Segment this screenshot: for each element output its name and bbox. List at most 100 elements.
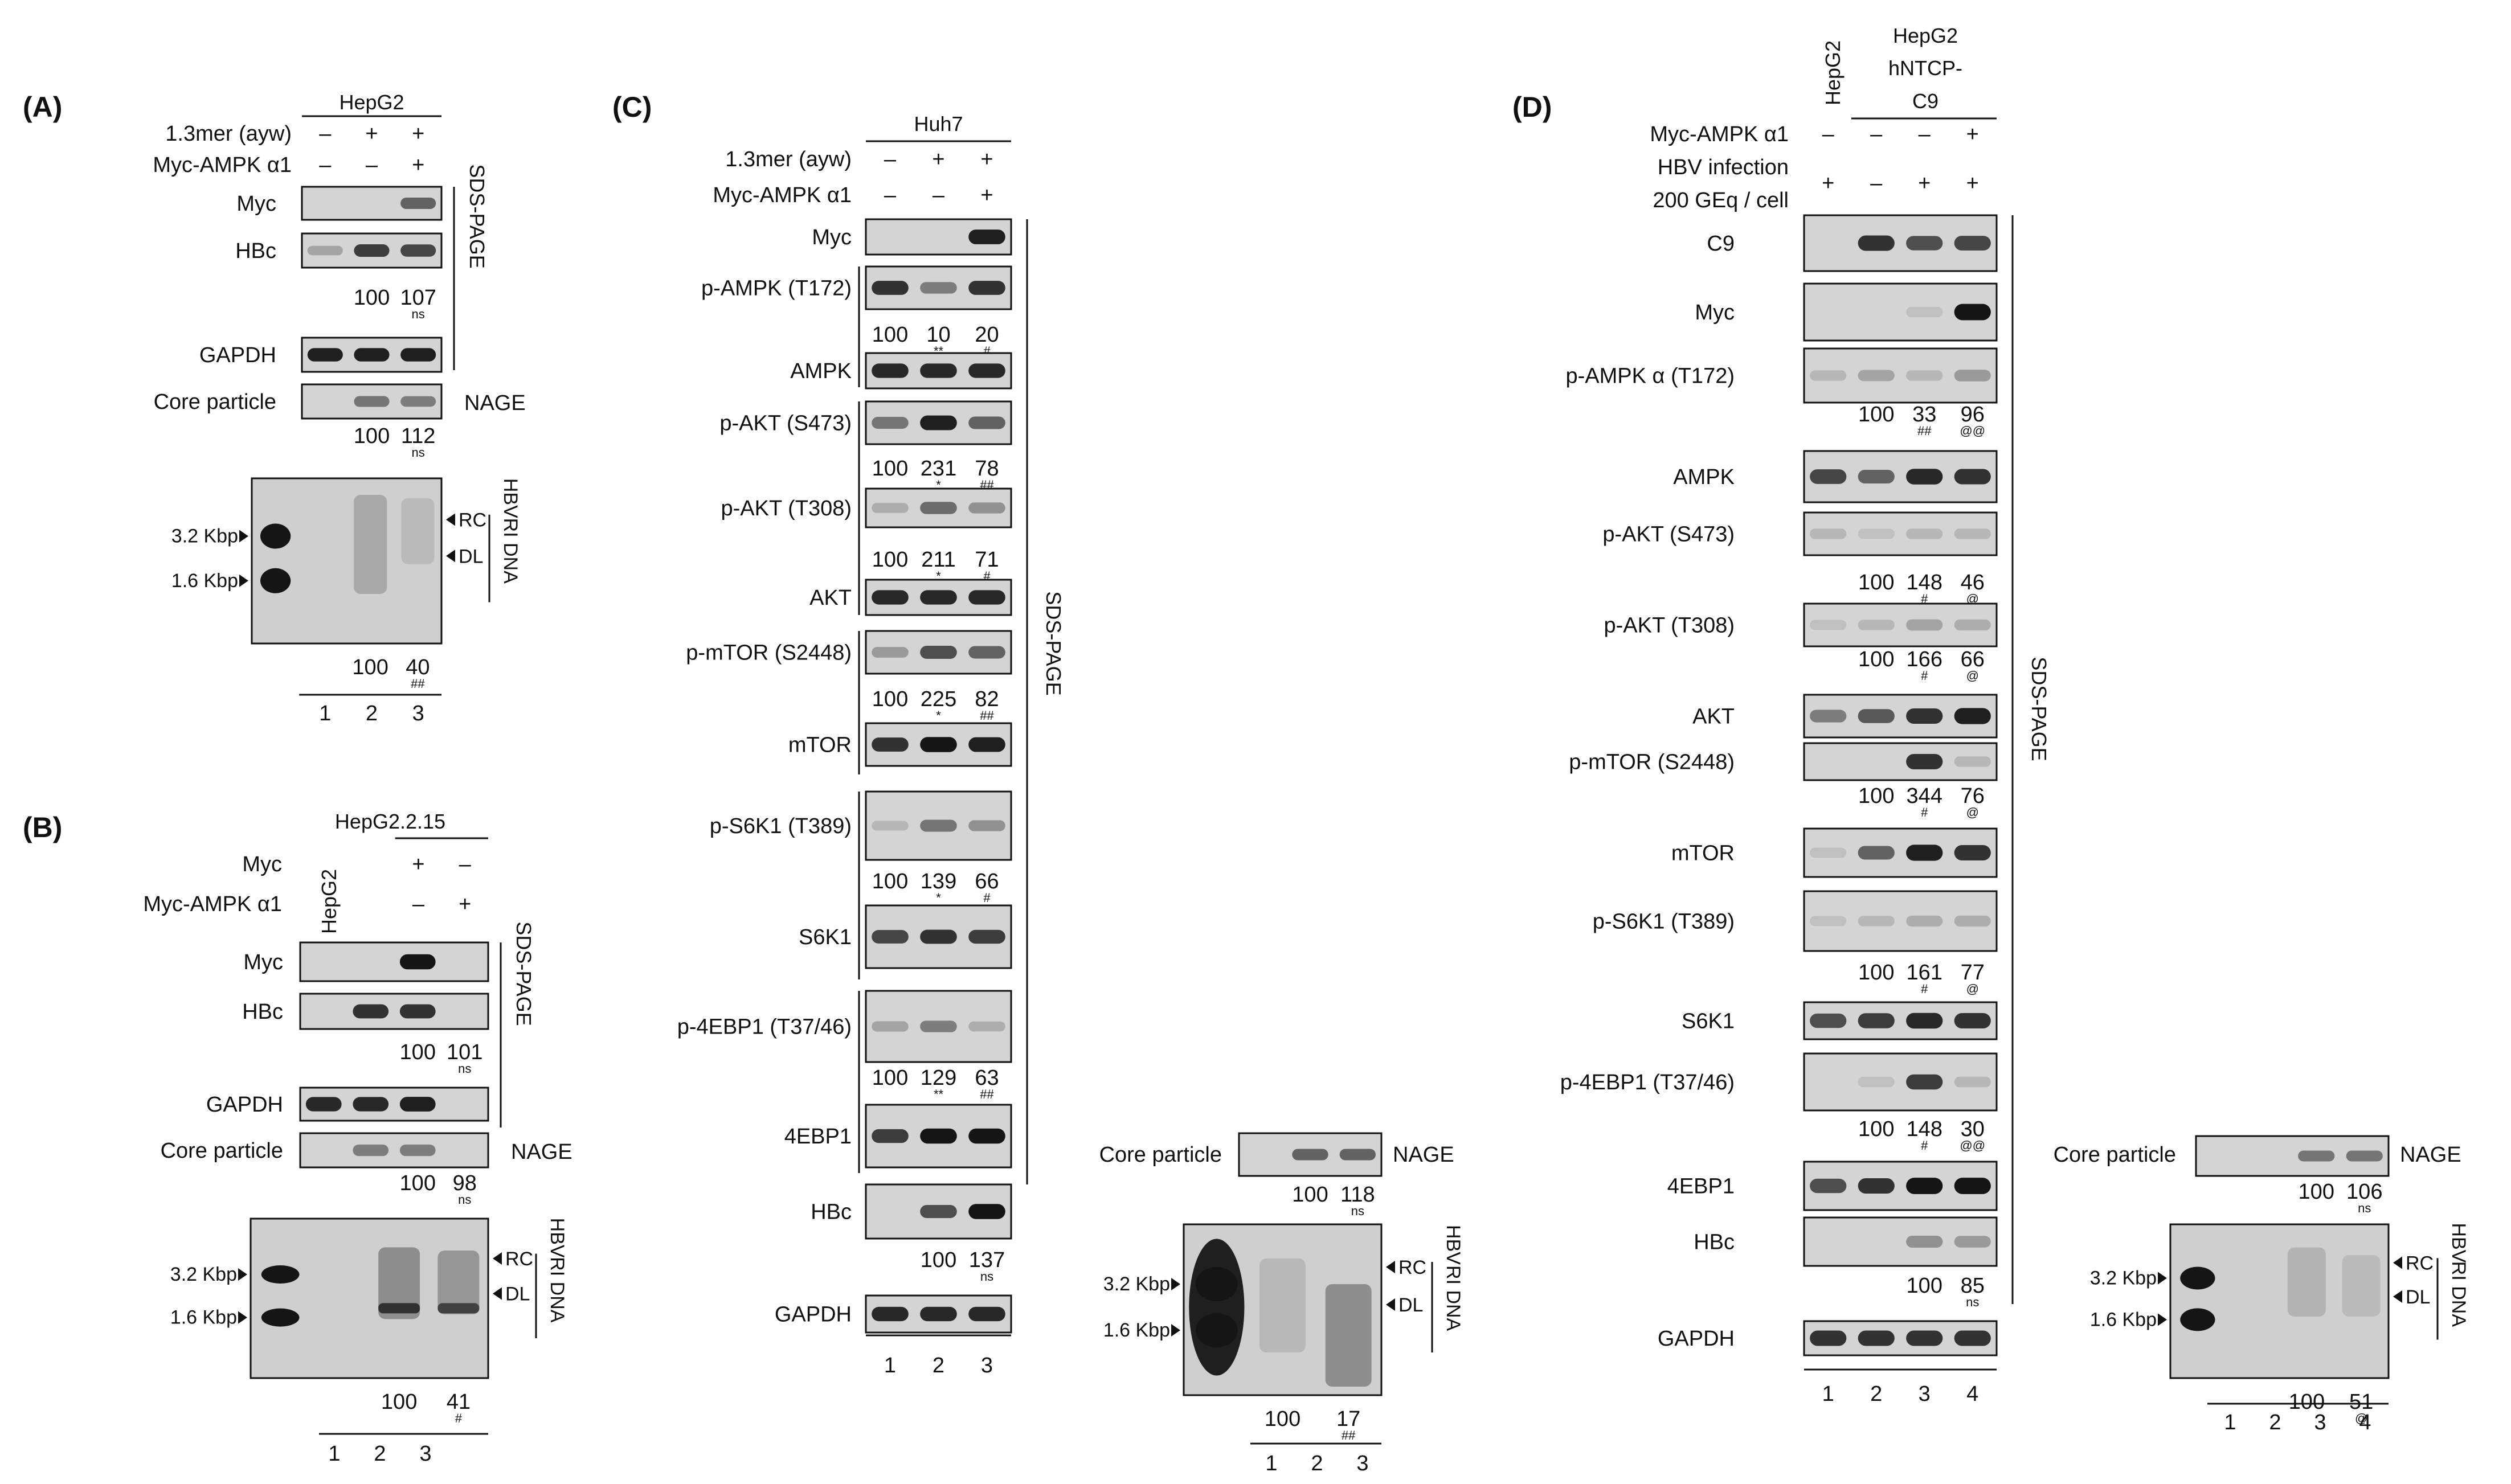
- blot-band: [354, 348, 390, 362]
- significance-mark: ns: [458, 1061, 471, 1076]
- panel-letter-a: (A): [23, 91, 62, 123]
- blot-label: Myc: [1695, 301, 1735, 325]
- hbv-label: HBV: [546, 1218, 568, 1258]
- quant-value: 100: [2299, 1180, 2334, 1204]
- hbv-label: HBV: [500, 478, 521, 518]
- blot-band: [920, 645, 957, 659]
- blot-label: p-S6K1 (T389): [710, 814, 852, 838]
- dna-smear: [353, 495, 387, 594]
- core-particle-label: Core particle: [1099, 1143, 1222, 1167]
- blot-band: [1858, 1013, 1895, 1028]
- rc-label: RC: [1398, 1257, 1426, 1278]
- lane-number: 2: [366, 702, 378, 725]
- quant-value: 100: [2289, 1390, 2325, 1414]
- quant-value: 76: [1961, 784, 1985, 808]
- lane-number: 1: [884, 1354, 896, 1378]
- quant-value: 161: [1907, 961, 1942, 985]
- blot-band: [968, 229, 1005, 244]
- blot-band: [968, 1306, 1005, 1322]
- blot-band: [400, 198, 436, 209]
- dna-band: [378, 1303, 420, 1314]
- blot-label: p-S6K1 (T389): [1593, 910, 1735, 934]
- blot-band: [400, 396, 436, 407]
- blot-band: [1858, 470, 1895, 483]
- blot-band: [1954, 1076, 1991, 1088]
- quant-value: 231: [921, 457, 956, 481]
- blot-band: [968, 281, 1005, 295]
- lane-number: 2: [1870, 1382, 1882, 1406]
- panel-letter-b: (B): [23, 811, 62, 843]
- quant-value: 51: [2349, 1390, 2373, 1414]
- blot-band: [1954, 708, 1991, 724]
- sds-page-label: SDS-PAGE: [512, 921, 535, 1026]
- quant-value: 100: [872, 1066, 908, 1090]
- dl-label: DL: [459, 546, 483, 567]
- marker-band: [2180, 1308, 2215, 1331]
- blot-band: [872, 737, 909, 752]
- size-marker-label: 3.2 Kbp: [2090, 1268, 2157, 1289]
- marker-arrow: [2158, 1313, 2167, 1326]
- treatment-sign: +: [412, 122, 424, 146]
- blot-band: [920, 1306, 957, 1322]
- significance-mark: #: [455, 1411, 463, 1425]
- blot-strip: [1803, 602, 1998, 647]
- blot-band: [1906, 307, 1943, 317]
- treatment-sign: +: [1822, 171, 1834, 195]
- quant-value: 30: [1961, 1117, 1985, 1141]
- blot-band: [1954, 528, 1991, 539]
- quant-value: 100: [1292, 1183, 1328, 1207]
- blot-label: GAPDH: [206, 1093, 283, 1117]
- blot-band: [1810, 710, 1847, 723]
- significance-mark: ns: [980, 1269, 993, 1284]
- blot-band: [2298, 1150, 2335, 1162]
- blot-band: [1906, 1330, 1943, 1346]
- treatment-sign: +: [459, 892, 471, 916]
- blot-band: [1906, 754, 1943, 769]
- lane-number: 3: [1356, 1452, 1368, 1475]
- blot-band: [872, 821, 909, 831]
- blot-band: [1858, 235, 1895, 251]
- blot-band: [1906, 469, 1943, 485]
- blot-label: p-mTOR (S2448): [1569, 751, 1735, 774]
- significance-mark: ##: [411, 677, 425, 691]
- treatment-label: Myc-AMPK α1: [713, 183, 852, 207]
- blot-band: [920, 737, 957, 752]
- nage-label: NAGE: [511, 1140, 572, 1164]
- blot-band: [872, 281, 909, 295]
- quant-value: 106: [2346, 1180, 2382, 1204]
- quant-value: 100: [1858, 403, 1894, 427]
- quant-value: 100: [400, 1040, 436, 1064]
- treatment-sign: –: [1870, 122, 1883, 146]
- side-cell-label: HepG2: [1821, 40, 1845, 105]
- significance-mark: #: [1921, 805, 1928, 819]
- blot-label: HBc: [811, 1200, 852, 1224]
- blot-label: 4EBP1: [1667, 1175, 1735, 1199]
- blot-band: [1954, 236, 1991, 251]
- blot-band: [305, 1097, 342, 1112]
- significance-mark: ##: [980, 1087, 994, 1101]
- dna-smear: [378, 1247, 420, 1319]
- lane-number: 1: [328, 1442, 340, 1466]
- blot-band: [307, 348, 343, 362]
- blot-strip: [1803, 511, 1998, 556]
- blot-band: [968, 590, 1005, 605]
- blot-label: GAPDH: [775, 1303, 852, 1327]
- blot-band: [968, 929, 1005, 944]
- blot-band: [1858, 620, 1895, 630]
- quant-value: 100: [354, 286, 390, 310]
- treatment-sign: +: [932, 147, 944, 171]
- quant-value: 100: [1858, 1117, 1894, 1141]
- blot-band: [1810, 469, 1847, 484]
- cell-line-label: HepG2.2.15: [335, 810, 445, 833]
- ri-dna-label: RI DNA: [1442, 1265, 1464, 1331]
- quant-value: 100: [1858, 784, 1894, 808]
- significance-mark: ns: [1966, 1295, 1979, 1309]
- size-marker-label: 1.6 Kbp: [170, 1307, 237, 1329]
- southern-blot: [251, 477, 443, 645]
- significance-mark: ns: [1351, 1204, 1364, 1218]
- dl-arrow: [493, 1287, 502, 1300]
- blot-band: [1858, 916, 1895, 927]
